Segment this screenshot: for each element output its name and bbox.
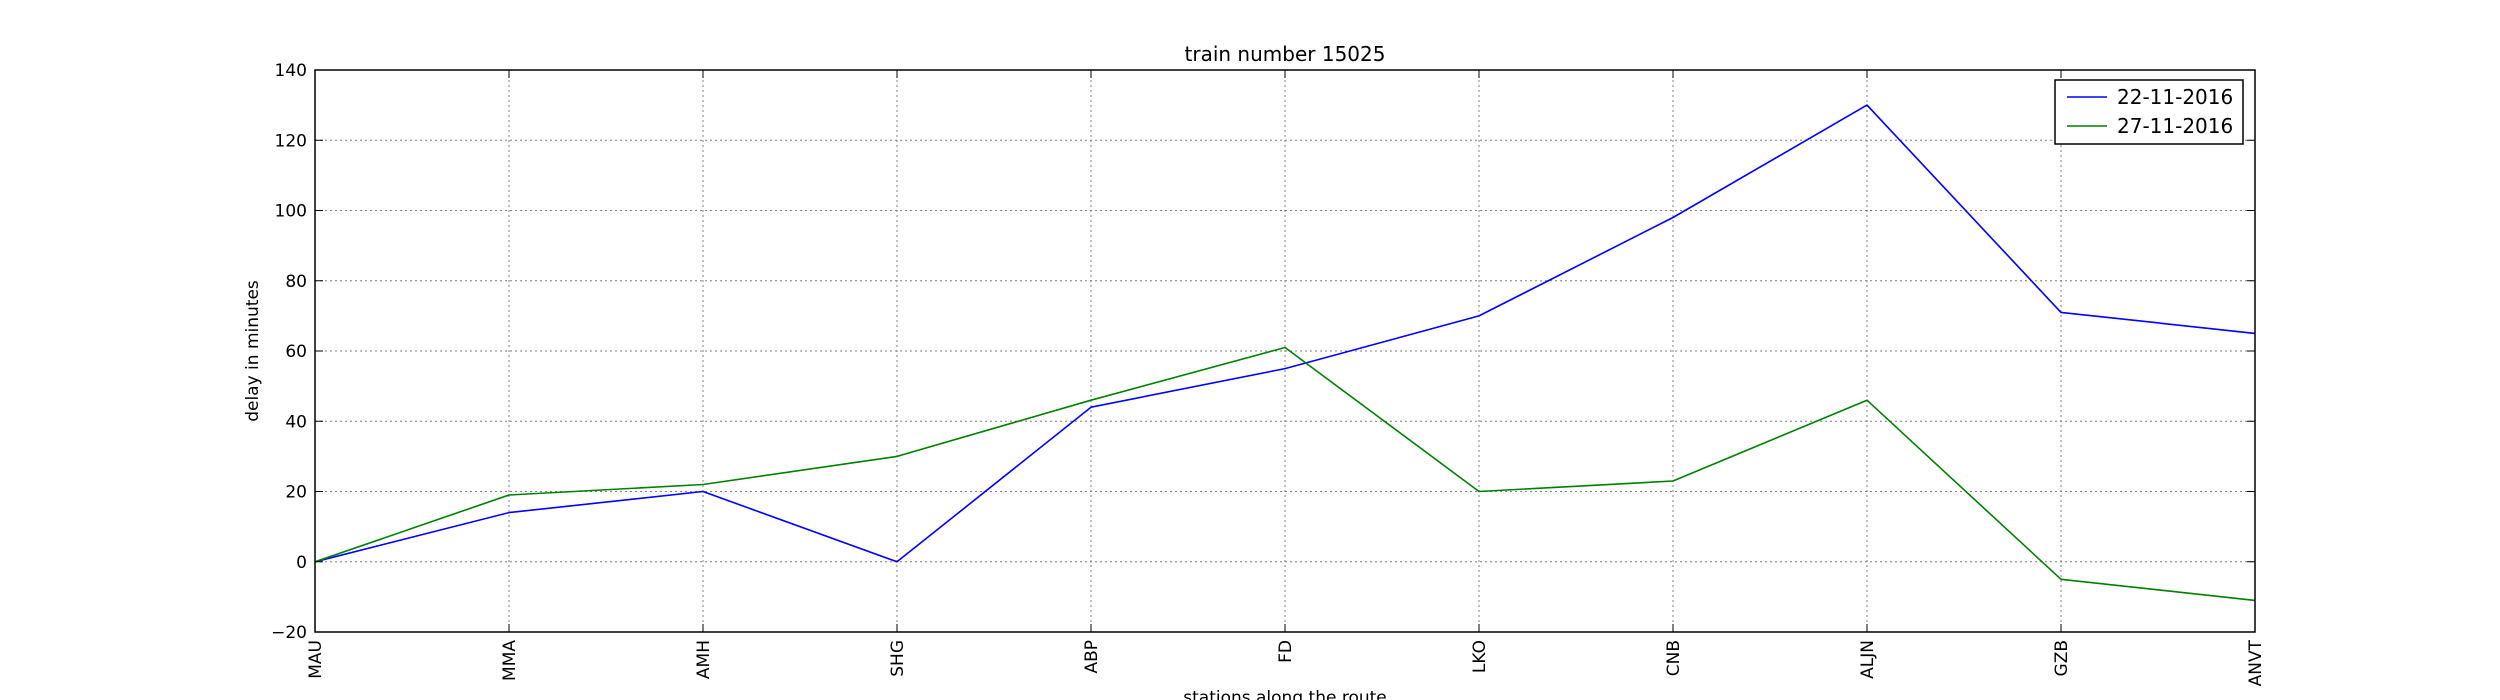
y-tick-label: 80 — [285, 272, 307, 292]
series-line — [314, 104, 2256, 563]
x-tick-label: ABP — [1082, 640, 1102, 674]
y-tick-label: 0 — [296, 553, 307, 573]
x-tick-label: AMH — [694, 640, 714, 679]
y-tick-label: 120 — [275, 131, 307, 151]
legend-label: 22-11-2016 — [2117, 85, 2233, 109]
legend-label: 27-11-2016 — [2117, 114, 2233, 138]
x-tick-label: LKO — [1470, 640, 1490, 673]
chart-title: train number 15025 — [1185, 42, 1386, 66]
y-axis-label: delay in minutes — [243, 280, 263, 422]
series-lines — [314, 104, 2256, 602]
y-tick-label: 140 — [275, 61, 307, 81]
axis-ticks: −20 0 20 40 60 80 100 120 140 MAU MMA AMH SHG ABP FD LK… — [271, 61, 2266, 686]
x-tick-label: MAU — [306, 640, 326, 679]
x-axis-label: stations along the route — [1183, 688, 1387, 700]
series-line — [314, 346, 2256, 602]
x-tick-label: CNB — [1664, 640, 1684, 676]
x-tick-label: FD — [1276, 640, 1296, 663]
x-tick-label: ANVT — [2246, 639, 2266, 686]
x-tick-label: SHG — [888, 640, 908, 677]
x-tick-label: ALJN — [1858, 640, 1878, 679]
legend-box — [2054, 79, 2244, 145]
y-tick-label: 40 — [285, 412, 307, 432]
x-tick-label: GZB — [2052, 640, 2072, 676]
y-tick-label: −20 — [271, 623, 307, 643]
y-tick-label: 20 — [285, 483, 307, 503]
legend: 22-11-2016 27-11-2016 — [2054, 79, 2244, 145]
y-tick-label: 100 — [275, 202, 307, 222]
x-tick-label: MMA — [500, 640, 520, 681]
y-tick-label: 60 — [285, 342, 307, 362]
